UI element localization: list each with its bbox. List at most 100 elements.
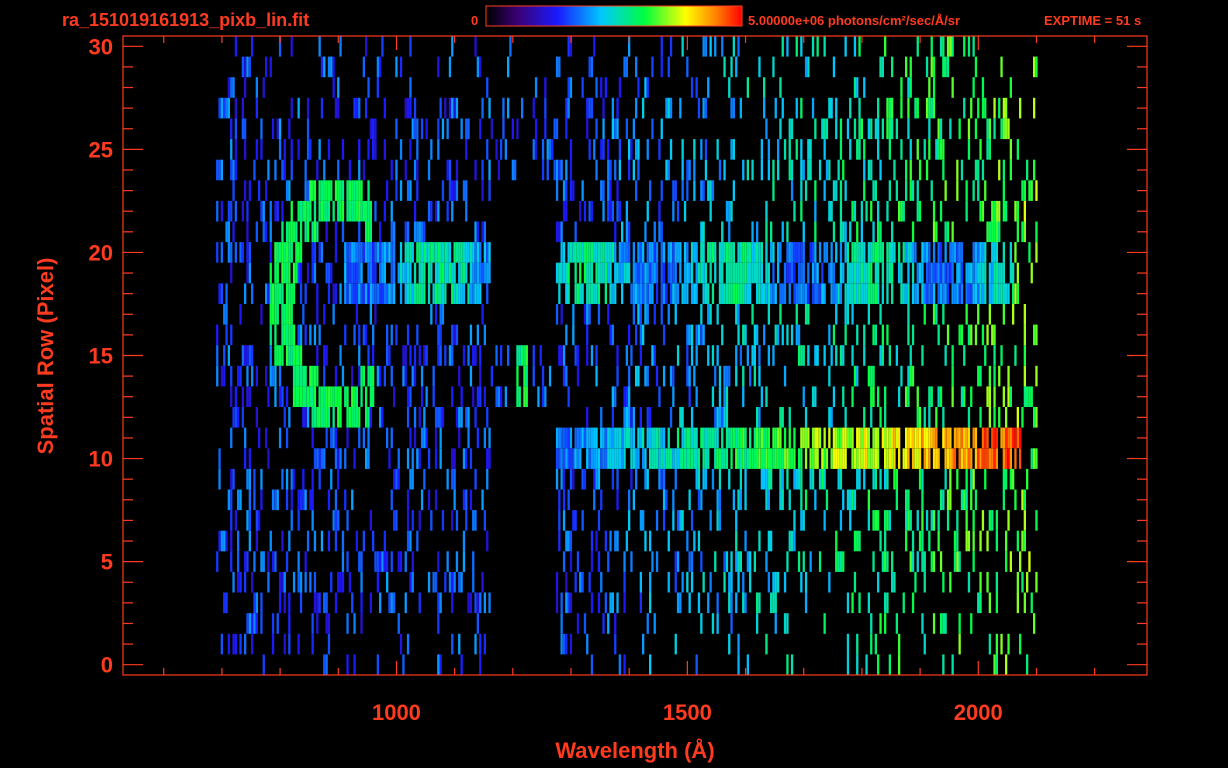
heatmap-cell: [302, 489, 305, 511]
heatmap-cell: [902, 200, 905, 222]
heatmap-cell: [572, 468, 575, 490]
heatmap-cell: [593, 242, 596, 263]
heatmap-cell: [669, 97, 673, 119]
heatmap-cell: [739, 97, 742, 119]
heatmap-cell: [320, 242, 324, 263]
heatmap-cell: [660, 36, 663, 57]
y-tick-label: 5: [101, 550, 113, 575]
heatmap-cell: [853, 571, 857, 593]
heatmap-cell: [953, 551, 957, 572]
heatmap-cell: [372, 530, 375, 552]
heatmap-cell: [753, 242, 756, 263]
heatmap-cell: [316, 221, 319, 243]
heatmap-cell: [586, 324, 589, 346]
heatmap-cell: [595, 345, 598, 366]
heatmap-cell: [583, 242, 587, 263]
heatmap-cell: [406, 283, 410, 304]
heatmap-cell: [1016, 592, 1019, 614]
heatmap-cell: [853, 118, 857, 140]
heatmap-cell: [639, 592, 642, 614]
heatmap-cell: [297, 489, 300, 511]
heatmap-cell: [918, 159, 922, 181]
heatmap-cell: [437, 613, 440, 634]
heatmap-cell: [867, 510, 870, 531]
heatmap-cell: [304, 283, 307, 304]
heatmap-cell: [360, 592, 363, 614]
heatmap-cell: [958, 633, 961, 655]
heatmap-cell: [465, 180, 468, 201]
heatmap-cell: [313, 407, 317, 428]
heatmap-cell: [267, 448, 270, 469]
heatmap-cell: [793, 448, 796, 469]
heatmap-cell: [995, 571, 998, 593]
heatmap-cell: [216, 200, 219, 222]
heatmap-cell: [737, 448, 740, 469]
heatmap-cell: [751, 345, 754, 366]
heatmap-cell: [567, 448, 570, 469]
heatmap-cell: [744, 489, 747, 511]
heatmap-cell: [441, 510, 445, 531]
heatmap-cell: [474, 592, 477, 614]
heatmap-cell: [646, 262, 649, 284]
heatmap-cell: [921, 613, 924, 634]
heatmap-cell: [642, 510, 645, 531]
heatmap-cell: [227, 200, 230, 222]
heatmap-cell: [802, 262, 805, 284]
heatmap-cell: [793, 262, 796, 284]
heatmap-cell: [988, 510, 991, 531]
heatmap-cell: [244, 139, 247, 160]
heatmap-cell: [369, 283, 372, 304]
heatmap-cell: [390, 242, 393, 263]
heatmap-cell: [281, 262, 284, 284]
heatmap-cell: [304, 200, 307, 222]
heatmap-cell: [316, 159, 319, 181]
heatmap-cell: [649, 262, 652, 284]
heatmap-cell: [774, 571, 777, 593]
heatmap-cell: [313, 448, 317, 469]
heatmap-cell: [793, 242, 796, 263]
heatmap-cell: [807, 427, 810, 449]
heatmap-cell: [909, 365, 912, 387]
heatmap-cell: [972, 36, 975, 57]
heatmap-cell: [781, 448, 784, 469]
heatmap-cell: [772, 592, 775, 614]
heatmap-cell: [995, 427, 998, 449]
heatmap-cell: [609, 180, 612, 201]
heatmap-cell: [690, 242, 694, 263]
heatmap-cell: [327, 530, 331, 552]
heatmap-cell: [325, 386, 328, 407]
heatmap-cell: [963, 386, 966, 407]
heatmap-cell: [625, 530, 628, 552]
heatmap-cell: [653, 221, 656, 243]
heatmap-cell: [1016, 221, 1019, 243]
heatmap-cell: [425, 118, 428, 140]
heatmap-cell: [932, 221, 936, 243]
heatmap-cell: [281, 571, 284, 593]
heatmap-cell: [1005, 448, 1008, 469]
heatmap-cell: [597, 551, 601, 572]
heatmap-cell: [693, 159, 696, 181]
heatmap-cell: [835, 427, 838, 449]
heatmap-cell: [814, 489, 817, 511]
heatmap-cell: [383, 262, 386, 284]
heatmap-cell: [760, 427, 763, 449]
heatmap-cell: [1023, 510, 1026, 531]
heatmap-cell: [590, 530, 594, 552]
heatmap-cell: [786, 551, 789, 572]
heatmap-cell: [330, 386, 333, 407]
heatmap-cell: [413, 345, 417, 366]
heatmap-cell: [979, 448, 982, 469]
heatmap-cell: [1000, 283, 1003, 304]
heatmap-cell: [607, 551, 610, 572]
heatmap-cell: [337, 468, 340, 490]
heatmap-cell: [646, 304, 649, 325]
heatmap-cell: [448, 242, 452, 263]
heatmap-cell: [800, 139, 803, 160]
heatmap-cell: [951, 262, 954, 284]
heatmap-cell: [597, 262, 601, 284]
heatmap-cell: [555, 592, 559, 614]
heatmap-cell: [285, 242, 289, 263]
heatmap-cell: [846, 427, 850, 449]
heatmap-cell: [730, 262, 733, 284]
heatmap-cell: [372, 118, 375, 140]
